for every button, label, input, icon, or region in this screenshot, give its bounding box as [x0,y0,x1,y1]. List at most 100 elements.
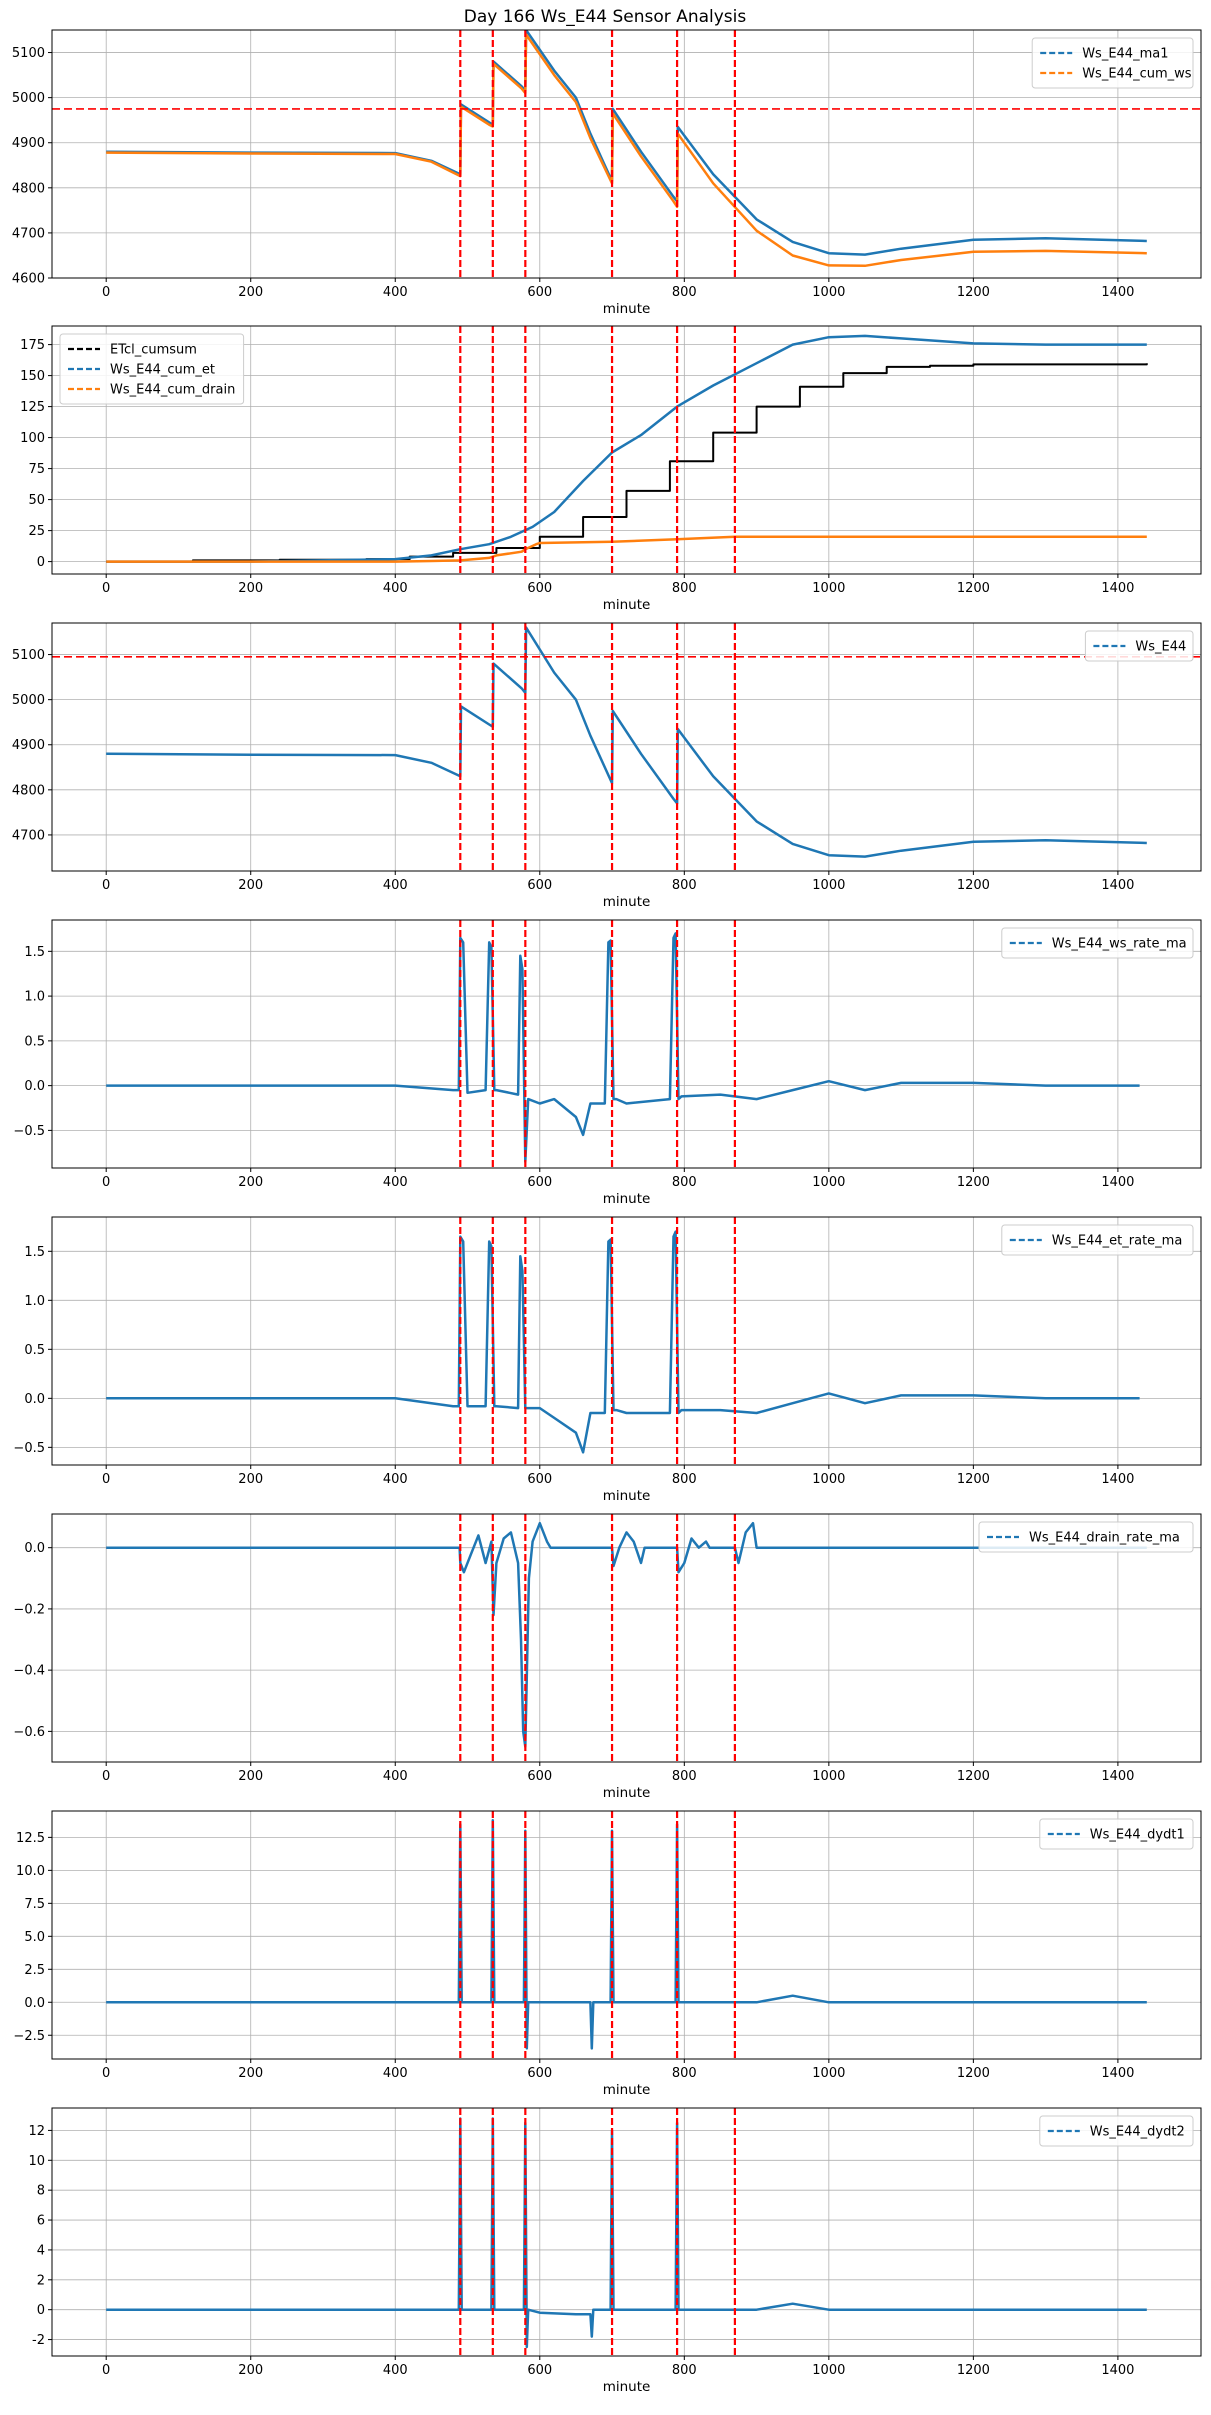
x-tick-label: 800 [672,2066,697,2081]
tick-labels: 0 200 400 600 800 1000 1200 1400 −2.5 0.0 2.5 5.0 7.… [13,1831,1134,2081]
series-group [106,932,1140,1163]
x-tick-label: 800 [672,878,697,893]
grid [52,623,1201,871]
x-tick-label: 200 [238,878,263,893]
y-tick-label: 4600 [12,272,45,287]
x-tick-label: 0 [102,2363,110,2378]
series-line-Ws_E44_et_rate_ma [106,1230,1140,1454]
legend-label: Ws_E44_cum_drain [110,383,235,398]
vlines [459,2108,736,2356]
legend: Ws_E44_ws_rate_ma [1001,927,1194,959]
x-axis-label: minute [603,2379,651,2395]
x-tick-label: 400 [383,1472,408,1487]
x-tick-label: 600 [527,2066,552,2081]
legend-label: Ws_E44_ma1 [1082,47,1168,62]
x-tick-label: 400 [383,1769,408,1784]
x-tick-label: 400 [383,2066,408,2081]
x-tick-label: 1000 [812,581,845,596]
subplot-8: 0 200 400 600 800 1000 1200 1400 -2 0 2 4 6 8 10 12 minu… [28,2107,1202,2395]
legend-label: Ws_E44 [1135,640,1186,655]
x-tick-label: 1200 [957,2363,990,2378]
y-tick-label: −0.2 [13,1602,45,1617]
legend-label: Ws_E44_cum_ws [1082,67,1192,82]
subplot-1: 0 200 400 600 800 1000 1200 1400 4600 4700 4800 490… [12,29,1202,317]
subplot-6: 0 200 400 600 800 1000 1200 1400 −0.6 −0.4 −0.2 0.0… [13,1513,1202,1801]
series-line-Ws_E44_dydt1 [106,1818,1147,2050]
vlines [459,326,736,574]
x-tick-label: 800 [672,285,697,300]
vlines [459,1811,736,2059]
tick-labels: 0 200 400 600 800 1000 1200 1400 0 25 50 75 100 125 15… [20,338,1134,596]
x-tick-label: 1400 [1101,581,1134,596]
axes-frame [51,919,1202,1169]
x-tick-label: 200 [238,581,263,596]
series-group [106,1521,1147,1748]
x-tick-label: 1000 [812,2066,845,2081]
y-tick-label: 4700 [12,828,45,843]
y-tick-label: 5000 [12,693,45,708]
subplot-5: 0 200 400 600 800 1000 1200 1400 −0.5 0.0 0.5 1.0 1.… [13,1216,1202,1504]
series-group [106,2117,1147,2349]
y-tick-label: 8 [37,2184,45,2199]
axes-frame [51,622,1202,872]
x-tick-label: 1000 [812,285,845,300]
x-tick-label: 0 [102,878,110,893]
y-tick-label: −0.5 [13,1124,45,1139]
x-tick-label: 800 [672,2363,697,2378]
y-tick-label: 25 [28,524,45,539]
x-tick-label: 1000 [812,2363,845,2378]
x-tick-label: 200 [238,2066,263,2081]
subplot-2: 0 200 400 600 800 1000 1200 1400 0 25 50 75 100 125 15… [20,325,1202,613]
y-tick-label: 12 [28,2124,45,2139]
x-tick-label: 0 [102,1175,110,1190]
y-tick-label: 0.5 [24,1034,45,1049]
y-tick-label: 0.0 [24,1079,45,1094]
x-tick-label: 1000 [812,1175,845,1190]
y-tick-label: 0 [37,2303,45,2318]
legend-box [1001,927,1194,959]
x-axis-label: minute [603,597,651,613]
x-tick-label: 1200 [957,1472,990,1487]
x-tick-label: 600 [527,1472,552,1487]
y-tick-label: -2 [32,2333,45,2348]
x-tick-label: 1200 [957,878,990,893]
x-axis-label: minute [603,1785,651,1801]
y-tick-label: 0.5 [24,1343,45,1358]
x-tick-label: 600 [527,1175,552,1190]
subplot-4: 0 200 400 600 800 1000 1200 1400 −0.5 0.0 0.5 1.0 1.… [13,919,1202,1207]
x-tick-label: 1200 [957,285,990,300]
x-axis-label: minute [603,1191,651,1207]
x-axis-label: minute [603,894,651,910]
y-tick-label: 7.5 [24,1897,45,1912]
x-tick-label: 600 [527,285,552,300]
series-group [106,1818,1147,2050]
x-tick-label: 1200 [957,581,990,596]
axes-frame [51,1810,1202,2060]
legend-label: Ws_E44_dydt1 [1090,1828,1185,1843]
legend: Ws_E44_drain_rate_ma [978,1521,1194,1553]
y-tick-label: 1.5 [24,1245,45,1260]
y-tick-label: 5100 [12,648,45,663]
series-line-Ws_E44_ws_rate_ma [106,932,1140,1163]
y-tick-label: 12.5 [16,1831,45,1846]
legend-box [1039,2115,1194,2147]
axes-frame [51,29,1202,279]
x-tick-label: 200 [238,1472,263,1487]
x-axis-label: minute [603,2082,651,2098]
x-tick-label: 1200 [957,1175,990,1190]
y-tick-label: 175 [20,338,45,353]
vlines [459,623,736,871]
series-group [106,1230,1140,1454]
series-line-Ws_E44_cum_ws [106,33,1147,268]
y-tick-label: 50 [28,493,45,508]
series-line-Ws_E44_dydt2 [106,2117,1147,2349]
x-tick-label: 1400 [1101,1472,1134,1487]
x-tick-label: 0 [102,2066,110,2081]
legend: Ws_E44_et_rate_ma [1001,1224,1194,1256]
x-tick-label: 600 [527,2363,552,2378]
y-tick-label: 4800 [12,181,45,196]
x-tick-label: 400 [383,1175,408,1190]
x-tick-label: 400 [383,878,408,893]
legend-box [1031,37,1194,89]
